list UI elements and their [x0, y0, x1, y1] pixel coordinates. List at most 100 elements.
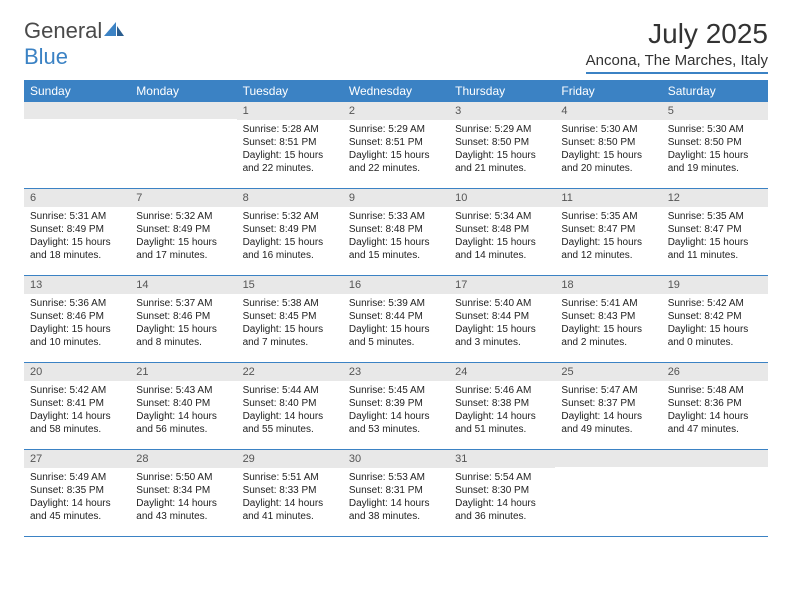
sunset-text: Sunset: 8:40 PM — [136, 397, 230, 410]
logo: GeneralBlue — [24, 18, 126, 70]
month-title: July 2025 — [586, 18, 768, 50]
daylight-text: and 12 minutes. — [561, 249, 655, 262]
sunrise-text: Sunrise: 5:49 AM — [30, 471, 124, 484]
sunrise-text: Sunrise: 5:42 AM — [668, 297, 762, 310]
daylight-text: Daylight: 14 hours — [30, 497, 124, 510]
sunrise-text: Sunrise: 5:30 AM — [668, 123, 762, 136]
sunset-text: Sunset: 8:39 PM — [349, 397, 443, 410]
sunrise-text: Sunrise: 5:51 AM — [243, 471, 337, 484]
sunset-text: Sunset: 8:46 PM — [30, 310, 124, 323]
daylight-text: Daylight: 15 hours — [136, 323, 230, 336]
daylight-text: Daylight: 14 hours — [243, 410, 337, 423]
day-body: Sunrise: 5:46 AMSunset: 8:38 PMDaylight:… — [449, 381, 555, 442]
daylight-text: and 17 minutes. — [136, 249, 230, 262]
logo-word-2: Blue — [24, 44, 68, 69]
logo-text: GeneralBlue — [24, 18, 126, 70]
sunrise-text: Sunrise: 5:50 AM — [136, 471, 230, 484]
day-cell: 21Sunrise: 5:43 AMSunset: 8:40 PMDayligh… — [130, 363, 236, 449]
sunrise-text: Sunrise: 5:32 AM — [243, 210, 337, 223]
day-number: 24 — [449, 363, 555, 381]
daylight-text: Daylight: 15 hours — [30, 323, 124, 336]
day-number: 20 — [24, 363, 130, 381]
day-cell: 14Sunrise: 5:37 AMSunset: 8:46 PMDayligh… — [130, 276, 236, 362]
sunrise-text: Sunrise: 5:40 AM — [455, 297, 549, 310]
sunset-text: Sunset: 8:50 PM — [561, 136, 655, 149]
empty-day — [24, 102, 130, 188]
sunrise-text: Sunrise: 5:47 AM — [561, 384, 655, 397]
day-number: 25 — [555, 363, 661, 381]
day-body: Sunrise: 5:35 AMSunset: 8:47 PMDaylight:… — [555, 207, 661, 268]
sunset-text: Sunset: 8:35 PM — [30, 484, 124, 497]
day-cell: 17Sunrise: 5:40 AMSunset: 8:44 PMDayligh… — [449, 276, 555, 362]
day-number: 23 — [343, 363, 449, 381]
sunset-text: Sunset: 8:41 PM — [30, 397, 124, 410]
day-number: 4 — [555, 102, 661, 120]
day-number: 28 — [130, 450, 236, 468]
day-body: Sunrise: 5:40 AMSunset: 8:44 PMDaylight:… — [449, 294, 555, 355]
day-body: Sunrise: 5:54 AMSunset: 8:30 PMDaylight:… — [449, 468, 555, 529]
daylight-text: and 21 minutes. — [455, 162, 549, 175]
weekday-header: Friday — [555, 80, 661, 102]
day-body: Sunrise: 5:30 AMSunset: 8:50 PMDaylight:… — [662, 120, 768, 181]
logo-word-1: General — [24, 18, 102, 43]
sunrise-text: Sunrise: 5:32 AM — [136, 210, 230, 223]
sunset-text: Sunset: 8:45 PM — [243, 310, 337, 323]
daylight-text: Daylight: 15 hours — [455, 149, 549, 162]
sunset-text: Sunset: 8:51 PM — [349, 136, 443, 149]
sunrise-text: Sunrise: 5:45 AM — [349, 384, 443, 397]
weekday-header-row: SundayMondayTuesdayWednesdayThursdayFrid… — [24, 80, 768, 102]
daylight-text: Daylight: 14 hours — [349, 410, 443, 423]
sunset-text: Sunset: 8:48 PM — [349, 223, 443, 236]
day-body: Sunrise: 5:51 AMSunset: 8:33 PMDaylight:… — [237, 468, 343, 529]
weekday-header: Sunday — [24, 80, 130, 102]
daylight-text: and 19 minutes. — [668, 162, 762, 175]
day-number: 7 — [130, 189, 236, 207]
day-cell: 27Sunrise: 5:49 AMSunset: 8:35 PMDayligh… — [24, 450, 130, 536]
daylight-text: Daylight: 15 hours — [455, 323, 549, 336]
daylight-text: and 55 minutes. — [243, 423, 337, 436]
day-cell: 23 Sunrise: 5:45 AMSunset: 8:39 PMDayligh… — [343, 363, 449, 449]
sunrise-text: Sunrise: 5:35 AM — [668, 210, 762, 223]
sunset-text: Sunset: 8:50 PM — [455, 136, 549, 149]
day-cell: 29Sunrise: 5:51 AMSunset: 8:33 PMDayligh… — [237, 450, 343, 536]
daylight-text: and 10 minutes. — [30, 336, 124, 349]
daylight-text: and 3 minutes. — [455, 336, 549, 349]
sunrise-text: Sunrise: 5:29 AM — [455, 123, 549, 136]
day-body: Sunrise: 5:49 AMSunset: 8:35 PMDaylight:… — [24, 468, 130, 529]
sunset-text: Sunset: 8:43 PM — [561, 310, 655, 323]
day-number: 8 — [237, 189, 343, 207]
sunset-text: Sunset: 8:37 PM — [561, 397, 655, 410]
day-body: Sunrise: 5:47 AMSunset: 8:37 PMDaylight:… — [555, 381, 661, 442]
empty-day — [662, 450, 768, 536]
empty-day — [130, 102, 236, 188]
sunset-text: Sunset: 8:44 PM — [349, 310, 443, 323]
day-body: Sunrise: 5:42 AMSunset: 8:42 PMDaylight:… — [662, 294, 768, 355]
sail-icon — [102, 18, 126, 36]
daylight-text: and 14 minutes. — [455, 249, 549, 262]
day-cell: 5Sunrise: 5:30 AMSunset: 8:50 PMDaylight… — [662, 102, 768, 188]
sunset-text: Sunset: 8:44 PM — [455, 310, 549, 323]
day-cell: 2Sunrise: 5:29 AMSunset: 8:51 PMDaylight… — [343, 102, 449, 188]
sunrise-text: Sunrise: 5:38 AM — [243, 297, 337, 310]
daylight-text: and 20 minutes. — [561, 162, 655, 175]
day-cell: 8Sunrise: 5:32 AMSunset: 8:49 PMDaylight… — [237, 189, 343, 275]
weekday-header: Thursday — [449, 80, 555, 102]
sunset-text: Sunset: 8:50 PM — [668, 136, 762, 149]
sunrise-text: Sunrise: 5:39 AM — [349, 297, 443, 310]
location-text: Ancona, The Marches, Italy — [586, 52, 768, 74]
sunrise-text: Sunrise: 5:31 AM — [30, 210, 124, 223]
day-body: Sunrise: 5:38 AMSunset: 8:45 PMDaylight:… — [237, 294, 343, 355]
day-cell: 16Sunrise: 5:39 AMSunset: 8:44 PMDayligh… — [343, 276, 449, 362]
day-cell: 6Sunrise: 5:31 AMSunset: 8:49 PMDaylight… — [24, 189, 130, 275]
sunrise-text: Sunrise: 5:41 AM — [561, 297, 655, 310]
sunrise-text: Sunrise: 5:54 AM — [455, 471, 549, 484]
day-body: Sunrise: 5:30 AMSunset: 8:50 PMDaylight:… — [555, 120, 661, 181]
day-number: 30 — [343, 450, 449, 468]
daylight-text: Daylight: 15 hours — [561, 149, 655, 162]
sunset-text: Sunset: 8:49 PM — [30, 223, 124, 236]
day-number: 11 — [555, 189, 661, 207]
header: GeneralBlue July 2025 Ancona, The Marche… — [24, 18, 768, 74]
daylight-text: Daylight: 14 hours — [455, 497, 549, 510]
day-body: Sunrise: 5:48 AMSunset: 8:36 PMDaylight:… — [662, 381, 768, 442]
day-body: Sunrise: 5:53 AMSunset: 8:31 PMDaylight:… — [343, 468, 449, 529]
